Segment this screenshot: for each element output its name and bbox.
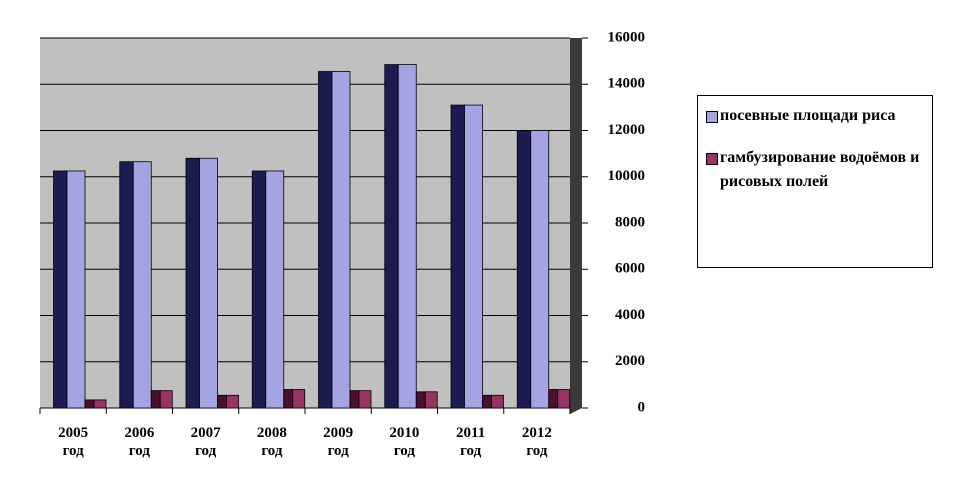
x-tick-label: 2006 год <box>124 425 155 459</box>
bar-side <box>84 399 95 409</box>
x-tick-label: 2007 год <box>190 425 221 459</box>
bar <box>464 104 483 409</box>
bar-side <box>251 170 267 409</box>
bar <box>397 64 417 409</box>
bar <box>292 389 306 409</box>
bar-side <box>318 71 333 409</box>
bar-side <box>119 161 134 409</box>
x-tick-label: 2012 год <box>521 425 552 459</box>
bar-side <box>516 130 532 409</box>
bar <box>93 399 107 409</box>
bar-side <box>384 64 399 409</box>
legend-label: посевные площади риса <box>720 107 896 124</box>
bar <box>491 394 504 409</box>
plot-wall <box>570 38 582 414</box>
bar-side <box>53 170 68 409</box>
y-tick-label: 4000 <box>615 307 645 323</box>
bar-side <box>150 390 161 409</box>
x-tick-label: 2009 год <box>323 425 354 459</box>
legend-swatch <box>706 153 718 165</box>
bar <box>66 170 86 409</box>
y-tick-label: 16000 <box>608 29 646 45</box>
bar <box>358 390 372 409</box>
y-tick-label: 14000 <box>608 76 646 92</box>
bar-side <box>482 394 492 409</box>
bar-side <box>548 389 559 409</box>
bar <box>530 130 550 409</box>
bar-side <box>185 157 200 409</box>
y-tick-label: 12000 <box>608 122 646 138</box>
x-tick-label: 2011 год <box>456 425 486 459</box>
bar-side <box>349 390 360 409</box>
y-tick-label: 6000 <box>615 261 645 277</box>
bar-side <box>450 104 465 409</box>
bar-side <box>415 391 426 409</box>
x-tick-label: 2010 год <box>389 425 420 459</box>
legend-item: гамбузирование водоёмов и рисовых полей <box>704 146 926 194</box>
legend-item: посевные площади риса <box>704 104 926 128</box>
bar-side <box>217 394 227 409</box>
bar <box>557 389 571 409</box>
bar <box>265 170 285 409</box>
x-tick-label: 2005 год <box>58 425 89 459</box>
bar <box>132 161 152 409</box>
legend-label: гамбузирование водоёмов и рисовых полей <box>720 149 920 190</box>
bar <box>199 157 218 409</box>
bar <box>226 394 239 409</box>
x-tick-label: 2008 год <box>256 425 287 459</box>
y-tick-label: 10000 <box>608 168 646 184</box>
bar <box>159 390 173 409</box>
legend-swatch <box>706 111 718 123</box>
y-tick-label: 0 <box>638 399 646 415</box>
y-tick-label: 2000 <box>615 353 645 369</box>
bar-side <box>283 389 294 409</box>
bar <box>424 391 438 409</box>
bar <box>331 71 351 409</box>
y-tick-label: 8000 <box>615 214 645 230</box>
legend: посевные площади риса гамбузирование водо… <box>697 95 933 268</box>
